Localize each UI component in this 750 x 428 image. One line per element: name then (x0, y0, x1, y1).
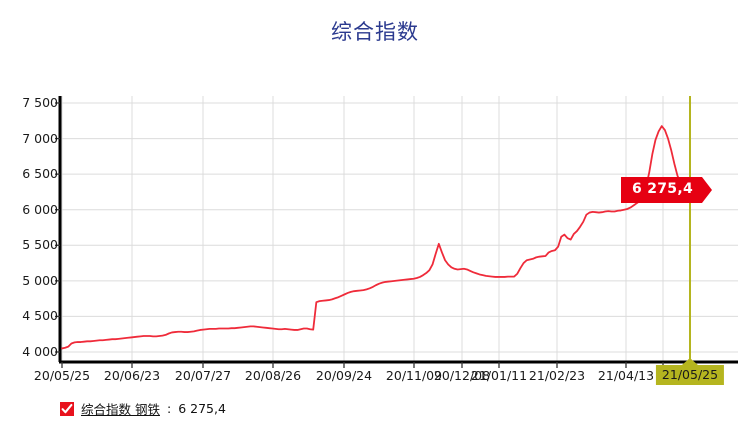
x-axis-tick-label: 20/09/24 (315, 368, 373, 383)
y-axis-labels: 4 000 4 500 5 000 5 500 6 000 6 500 7 000 7 500 (8, 0, 58, 428)
y-axis-tick-label: 6 000 (22, 201, 58, 217)
y-axis-tick-label: 7 500 (22, 95, 58, 110)
x-axis-tick-label: 21/04/13 (597, 368, 655, 383)
y-axis-tick-label: 4 000 (22, 344, 58, 359)
legend-value: 6 275,4 (178, 401, 226, 416)
chart-title: 综合指数 (331, 20, 419, 44)
current-date-badge[interactable]: 21/05/25 (655, 358, 725, 385)
x-axis-tick-label: 20/06/23 (103, 368, 161, 383)
y-axis-tick-label: 6 500 (22, 166, 58, 182)
y-axis-tick-label: 7 000 (22, 130, 58, 146)
series-line-zonghezhishu (61, 125, 691, 350)
y-axis-tick-label: 4 500 (22, 308, 58, 324)
x-axis-tick-label: 20/07/27 (174, 368, 232, 383)
x-axis-tick-label: 20/08/26 (244, 368, 302, 383)
check-icon[interactable] (60, 401, 74, 416)
x-axis-tick-label: 20/12/08 (433, 368, 491, 383)
x-axis-tick-label: 21/02/23 (528, 368, 586, 383)
y-axis-tick-label: 5 000 (22, 272, 58, 288)
y-axis-tick-label: 5 500 (22, 237, 58, 253)
x-axis-tick-label: 20/05/25 (33, 368, 91, 383)
legend-separator: : (166, 401, 172, 416)
x-axis-tick-label: 20/11/09 (385, 368, 443, 383)
value-callout: 6 275,4 (621, 177, 712, 204)
x-axis-tick-label: 21/01/11 (470, 368, 528, 383)
legend-series-name[interactable]: 综合指数 钢铁 (81, 402, 160, 417)
legend: 综合指数 钢铁 : 6 275,4 (60, 399, 226, 418)
